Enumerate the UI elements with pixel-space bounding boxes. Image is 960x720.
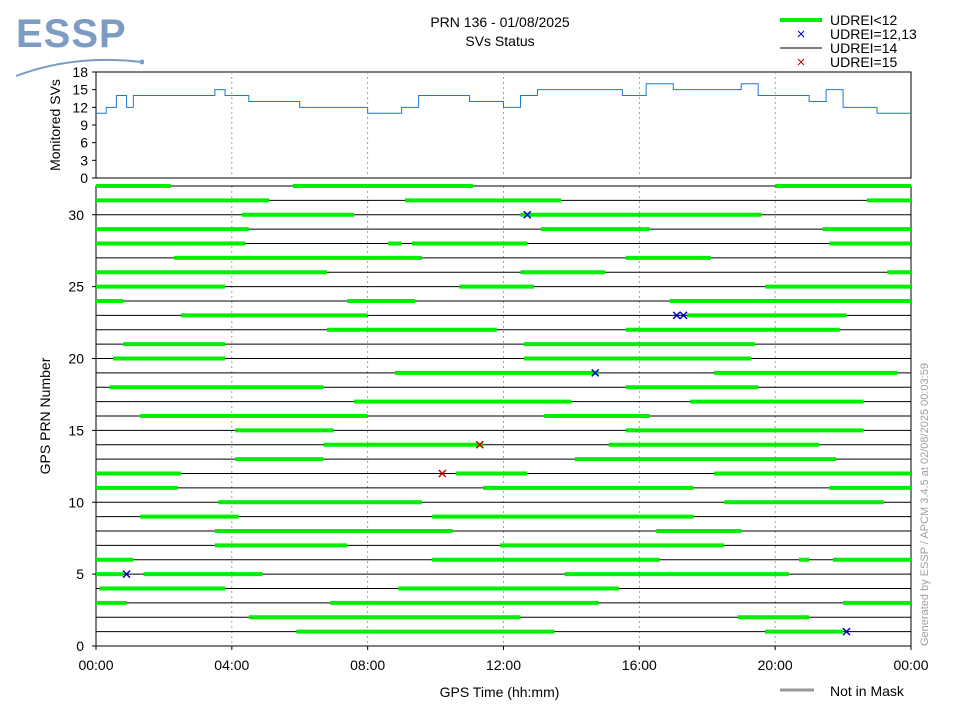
essp-logo: ESSP bbox=[16, 12, 127, 56]
bottom-x-tick-label: 04:00 bbox=[214, 657, 249, 673]
bottom-x-tick-label: 00:00 bbox=[893, 657, 928, 673]
bottom-y-tick-label: 30 bbox=[68, 207, 84, 223]
legend-swatch-x-marker bbox=[797, 30, 805, 38]
bottom-y-tick-label: 5 bbox=[76, 566, 84, 582]
bottom-y-tick-label: 20 bbox=[68, 351, 84, 367]
legend-label: UDREI=12,13 bbox=[830, 26, 917, 42]
chart-title: PRN 136 - 01/08/2025 bbox=[430, 14, 570, 30]
legend-label-not-in-mask: Not in Mask bbox=[830, 683, 905, 699]
legend-swatch-x-marker bbox=[797, 58, 805, 66]
top-y-tick-label: 15 bbox=[72, 82, 88, 98]
logo-swoosh-icon bbox=[15, 58, 144, 77]
udrei-15-marker bbox=[438, 469, 447, 478]
monitored-svs-line bbox=[96, 83, 911, 114]
top-y-tick-label: 6 bbox=[80, 135, 88, 151]
legend-label: UDREI=14 bbox=[830, 40, 898, 56]
bottom-y-tick-label: 15 bbox=[68, 422, 84, 438]
bottom-y-tick-label: 0 bbox=[76, 638, 84, 654]
bottom-x-tick-label: 20:00 bbox=[758, 657, 793, 673]
top-y-tick-label: 0 bbox=[80, 170, 88, 186]
top-y-tick-label: 18 bbox=[72, 64, 88, 80]
legend-label: UDREI<12 bbox=[830, 12, 898, 28]
legend-label: UDREI=15 bbox=[830, 54, 898, 70]
top-y-tick-label: 9 bbox=[80, 117, 88, 133]
bottom-y-axis-label: GPS PRN Number bbox=[37, 357, 53, 474]
bottom-y-tick-label: 25 bbox=[68, 279, 84, 295]
udrei-12-13-marker bbox=[122, 570, 131, 579]
bottom-x-axis-label: GPS Time (hh:mm) bbox=[440, 684, 560, 700]
top-y-axis-label: Monitored SVs bbox=[47, 79, 63, 171]
bottom-x-tick-label: 00:00 bbox=[78, 657, 113, 673]
bottom-x-tick-label: 08:00 bbox=[350, 657, 385, 673]
top-y-tick-label: 3 bbox=[80, 152, 88, 168]
udrei-12-13-marker bbox=[842, 627, 851, 636]
udrei-15-marker bbox=[475, 440, 484, 449]
udrei-12-13-marker bbox=[591, 368, 600, 377]
bottom-x-tick-label: 16:00 bbox=[622, 657, 657, 673]
udrei-12-13-marker bbox=[679, 311, 688, 320]
udrei-12-13-marker bbox=[672, 311, 681, 320]
chart-subtitle: SVs Status bbox=[465, 33, 535, 49]
bottom-x-tick-label: 12:00 bbox=[486, 657, 521, 673]
top-y-tick-label: 12 bbox=[72, 99, 88, 115]
udrei-12-13-marker bbox=[523, 210, 532, 219]
bottom-y-tick-label: 10 bbox=[68, 494, 84, 510]
